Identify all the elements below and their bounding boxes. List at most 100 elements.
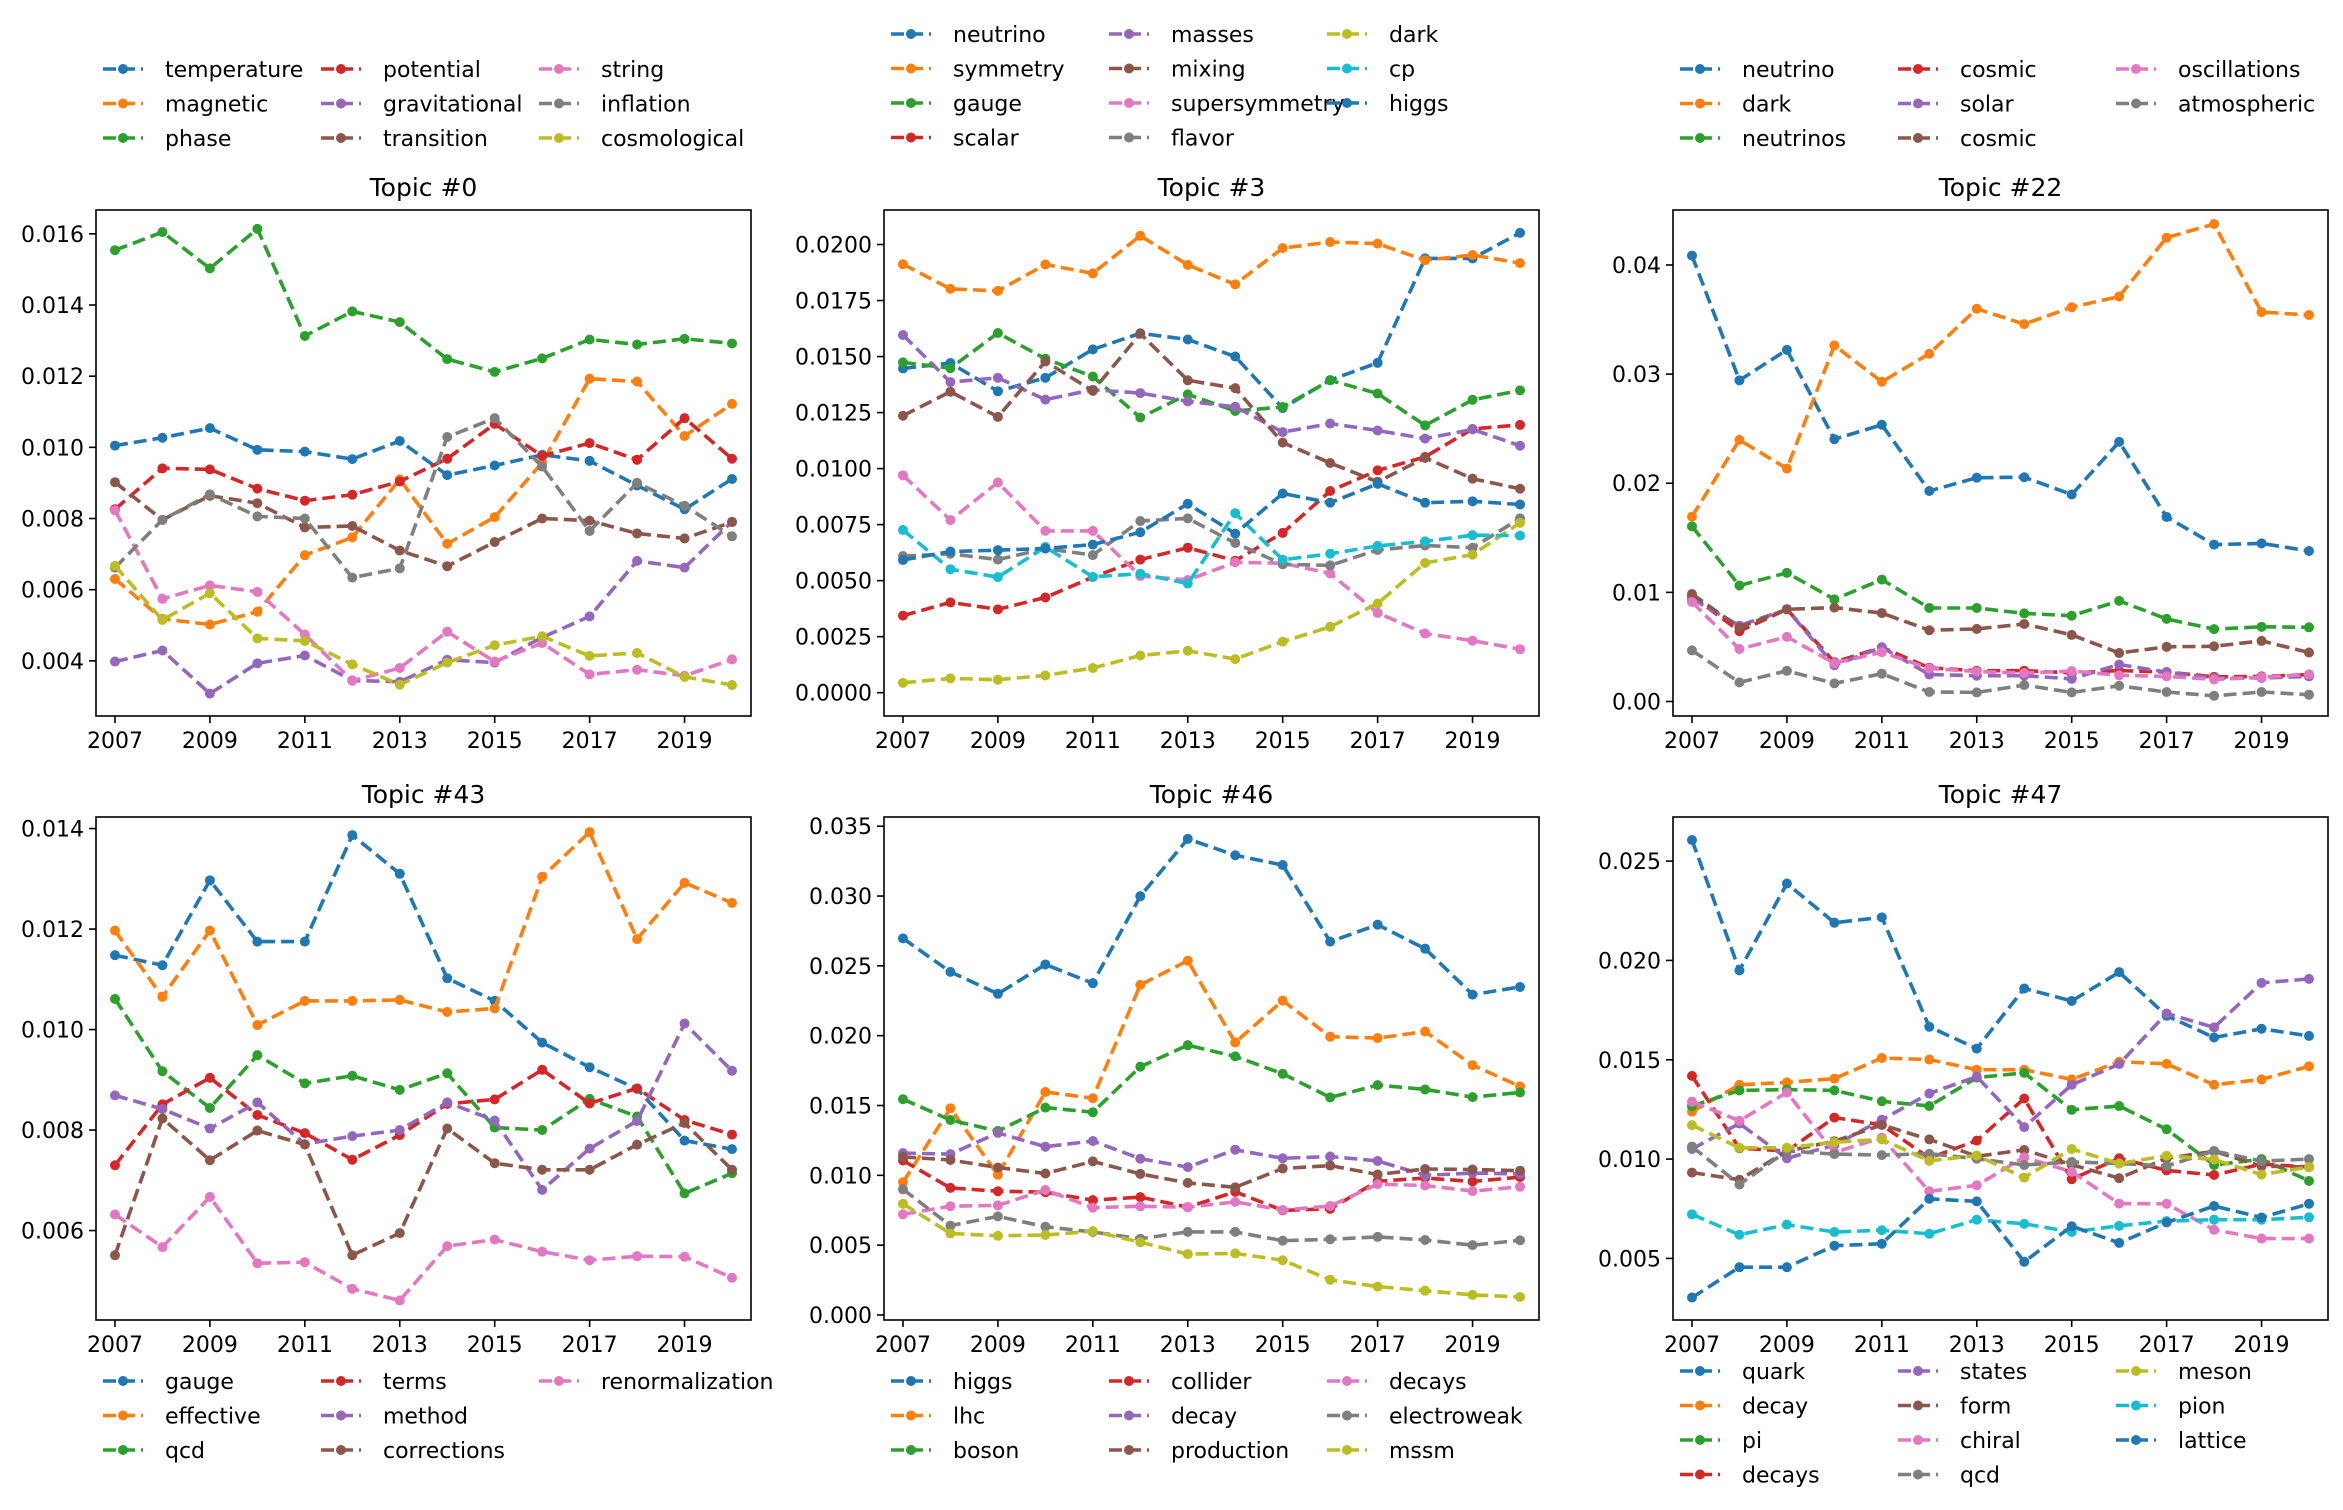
legend-label: method xyxy=(383,1405,468,1430)
data-point-mixing xyxy=(1277,437,1288,448)
data-point-neutrinos xyxy=(1829,594,1840,605)
data-point-production xyxy=(1277,1163,1288,1174)
series-line-corrections xyxy=(113,1116,734,1257)
data-point-gauge xyxy=(945,363,956,374)
series-line-gauge xyxy=(114,833,733,1151)
data-point-neutrino xyxy=(2256,538,2267,549)
y-tick-label: 0.015 xyxy=(1598,1049,1661,1074)
data-point-qcd xyxy=(1829,1149,1840,1160)
data-point-cosmological xyxy=(442,657,453,668)
series-line-mixing xyxy=(902,331,1521,491)
legend: higgs lhc boson collider decay production deca… xyxy=(891,1370,1523,1464)
y-tick-label: 0.030 xyxy=(809,885,872,910)
data-point-electroweak xyxy=(897,1184,908,1195)
data-point-higgs xyxy=(1040,959,1051,970)
legend-marker xyxy=(554,1376,564,1386)
data-point-gauge xyxy=(1515,385,1526,396)
data-point-higgs xyxy=(992,545,1003,556)
legend-marker xyxy=(1695,64,1705,74)
legend-label: decays xyxy=(1389,1370,1467,1395)
data-point-production xyxy=(1372,1169,1383,1180)
data-point-oscillations xyxy=(2019,668,2030,679)
legend-label: oscillations xyxy=(2178,58,2300,83)
data-point-cp xyxy=(992,572,1003,583)
legend-marker xyxy=(1342,98,1352,108)
data-point-meson xyxy=(1829,1137,1840,1148)
legend-label: form xyxy=(1960,1395,2011,1420)
data-point-supersymmetry xyxy=(1087,525,1098,536)
data-point-method xyxy=(347,1131,358,1142)
data-point-corrections xyxy=(157,1113,168,1124)
data-point-dark xyxy=(2114,291,2125,302)
data-point-effective xyxy=(347,995,358,1006)
data-point-qcd xyxy=(2304,1154,2315,1165)
data-point-transition xyxy=(489,536,500,547)
data-point-cosmic xyxy=(2209,641,2220,652)
x-tick-label: 2011 xyxy=(277,1333,333,1358)
data-point-production xyxy=(1467,1164,1478,1175)
data-point-corrections xyxy=(584,1164,595,1175)
data-point-decay xyxy=(1971,1064,1982,1075)
data-point-higgs xyxy=(1277,488,1288,499)
data-point-method xyxy=(537,1184,548,1195)
legend-label: inflation xyxy=(601,93,691,118)
data-point-neutrino xyxy=(1182,334,1193,345)
data-point-lhc xyxy=(1467,1060,1478,1071)
series-line-transition xyxy=(113,480,733,569)
data-point-supersymmetry xyxy=(992,477,1003,488)
data-point-higgs xyxy=(1135,527,1146,538)
data-point-string xyxy=(204,580,215,591)
data-point-atmospheric xyxy=(1781,665,1792,676)
series-line-decay xyxy=(902,1131,1521,1178)
legend-label: transition xyxy=(383,127,488,152)
legend-marker xyxy=(118,1410,128,1421)
data-point-decays xyxy=(1182,1202,1193,1213)
data-point-effective xyxy=(727,897,738,908)
legend-label: symmetry xyxy=(953,58,1065,83)
legend-label: atmospheric xyxy=(2178,93,2315,118)
data-point-chiral xyxy=(1734,1115,1745,1126)
data-point-decays xyxy=(1467,1186,1478,1197)
data-point-transition xyxy=(442,561,453,572)
data-point-gauge xyxy=(1277,401,1288,412)
data-point-effective xyxy=(394,994,405,1005)
data-point-neutrinos xyxy=(1876,574,1887,585)
data-point-string xyxy=(347,675,358,686)
legend-label: flavor xyxy=(1171,127,1235,152)
y-tick-label: 0.016 xyxy=(21,223,84,248)
data-point-symmetry xyxy=(1135,230,1146,241)
data-point-higgs xyxy=(1087,978,1098,989)
data-point-symmetry xyxy=(1230,279,1241,290)
data-point-decays xyxy=(1325,1201,1336,1212)
data-point-dark xyxy=(2161,232,2172,243)
chart-panel-5: Topic #47 0.005 0.010 0.015 0.020 0.025 2007 20… xyxy=(1598,780,2329,1489)
legend-label: scalar xyxy=(953,127,1020,152)
data-point-atmospheric xyxy=(2161,686,2172,697)
series-line-supersymmetry xyxy=(901,473,1521,651)
y-tick-label: 0.005 xyxy=(809,1234,872,1259)
data-point-cp xyxy=(1420,536,1431,547)
data-point-cosmological xyxy=(157,614,168,625)
data-point-renormalization xyxy=(347,1283,358,1294)
data-point-neutrino xyxy=(1876,419,1887,430)
data-point-lhc xyxy=(1277,995,1288,1006)
legend-label: lhc xyxy=(953,1405,985,1430)
data-point-pion xyxy=(2019,1218,2030,1229)
legend-label: production xyxy=(1171,1439,1289,1464)
y-tick-label: 0.0175 xyxy=(795,290,872,315)
data-point-phase xyxy=(204,263,215,274)
data-point-dark xyxy=(1325,621,1336,632)
legend-marker xyxy=(554,133,564,143)
legend-marker xyxy=(906,132,916,143)
chart-title: Topic #43 xyxy=(361,780,486,809)
data-point-oscillations xyxy=(1971,666,1982,677)
data-point-higgs xyxy=(1277,860,1288,871)
data-point-oscillations xyxy=(1686,596,1697,607)
data-point-higgs xyxy=(1467,496,1478,507)
data-point-higgs xyxy=(1325,936,1336,947)
data-point-lattice xyxy=(1924,1193,1935,1204)
data-point-pion xyxy=(1876,1225,1887,1236)
data-point-form xyxy=(1876,1119,1887,1130)
x-tick-label: 2019 xyxy=(2234,1333,2290,1358)
data-point-potential xyxy=(394,476,405,487)
